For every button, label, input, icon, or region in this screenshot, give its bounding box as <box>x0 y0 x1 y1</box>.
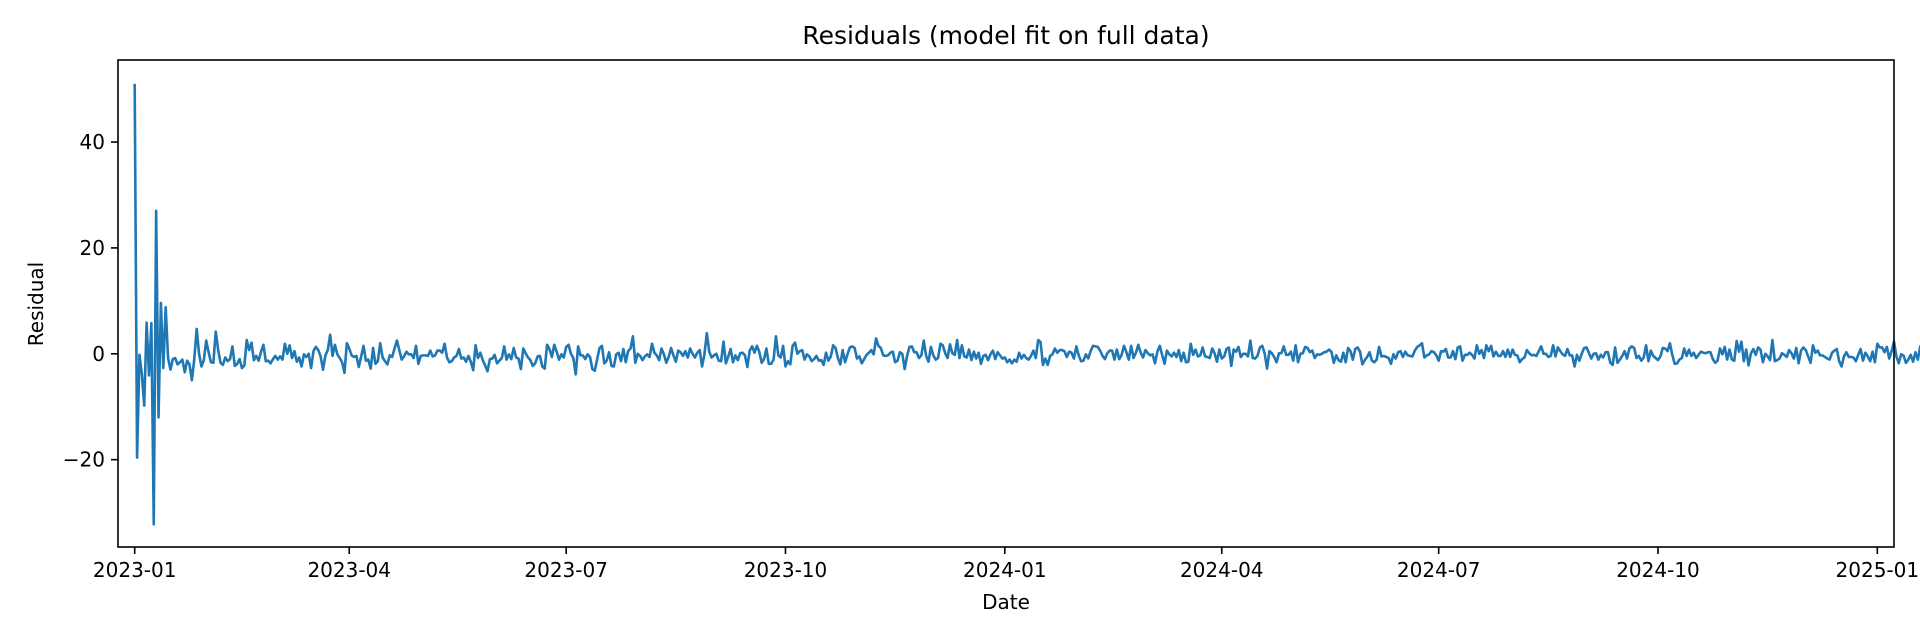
x-tick-label: 2024-04 <box>1180 558 1264 582</box>
axes-frame <box>117 59 1895 548</box>
y-tick-label: 40 <box>80 130 105 154</box>
x-tick-label: 2024-10 <box>1616 558 1700 582</box>
x-tick-label: 2024-07 <box>1397 558 1481 582</box>
plot-area <box>133 83 1920 526</box>
y-axis-label: Residual <box>24 262 48 346</box>
x-tick-label: 2024-01 <box>963 558 1047 582</box>
x-tick-label: 2023-10 <box>744 558 828 582</box>
y-tick-label: −20 <box>63 448 105 472</box>
x-tick-label: 2025-01 <box>1836 558 1920 582</box>
chart-title: Residuals (model fit on full data) <box>802 21 1209 50</box>
x-tick-label: 2023-07 <box>524 558 608 582</box>
y-tick-label: 20 <box>80 236 105 260</box>
x-axis-label: Date <box>982 590 1030 614</box>
residual-series-line <box>133 83 1920 526</box>
y-axis-ticks: −20 0 20 40 <box>63 130 118 472</box>
x-tick-label: 2023-04 <box>307 558 391 582</box>
x-axis-ticks: 2023-01 2023-04 2023-07 2023-10 2024-01 2024-… <box>93 547 1919 582</box>
x-tick-label: 2023-01 <box>93 558 177 582</box>
y-tick-label: 0 <box>92 342 105 366</box>
